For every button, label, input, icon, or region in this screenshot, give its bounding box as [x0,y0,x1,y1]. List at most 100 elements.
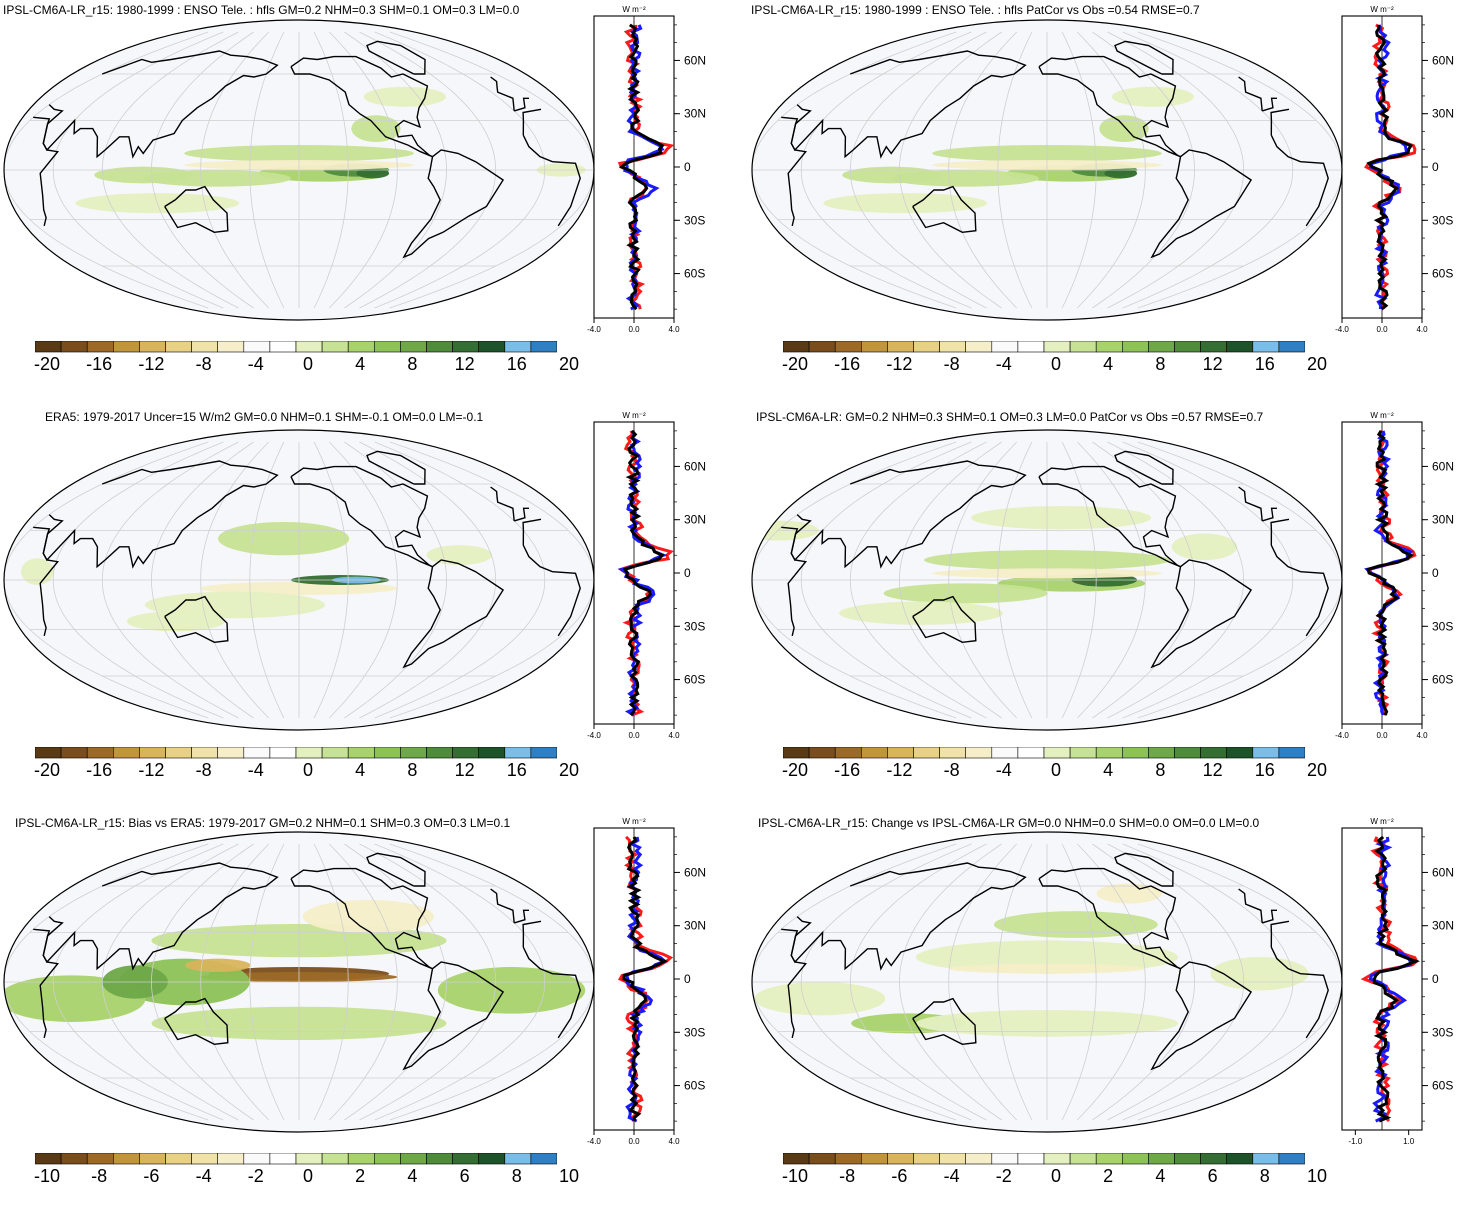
ytick-label: 30N [1432,107,1454,121]
meridian-line [1107,31,1245,309]
colorbar-box [504,746,532,759]
colorbar-box [217,340,245,353]
colorbar-box [887,340,914,353]
colorbar-box [1174,1152,1201,1165]
colorbar-label: -4 [247,354,264,374]
colorbar-label: -20 [781,760,809,780]
colorbar-box [887,1152,914,1165]
xtick-label: 0.0 [628,731,640,740]
coastline-africa [1270,108,1290,136]
xtick-label: -4.0 [587,731,601,740]
panel-2: IPSL-CM6A-LR_r15: 1980-1999 : ENSO Tele.… [748,0,1483,400]
colorbar-box [1148,340,1175,353]
colorbar-box [86,746,114,759]
coastline-eurasia [42,50,279,159]
colorbar-box [1069,1152,1097,1165]
colorbar-box [1278,746,1306,759]
ytick-label: 60S [1432,267,1453,281]
zonal-line-blue [1364,430,1414,716]
coastline-africa [33,116,60,227]
colorbar-label: 20 [1306,760,1328,780]
shading-blob [883,583,1048,604]
colorbar-box [191,340,219,353]
colorbar-label: -20 [781,354,809,374]
meridian-line [1077,31,1146,309]
panel-title: IPSL-CM6A-LR_r15: 1980-1999 : ENSO Tele.… [3,3,520,17]
meridian-line [899,441,1002,719]
colorbar [34,746,558,759]
coastline-namerica [1038,867,1181,970]
zonal-unit-label: W m⁻² [1370,5,1394,14]
meridian-line [1092,441,1195,719]
colorbar-box [60,746,88,759]
colorbar-box [165,746,192,759]
colorbar-box [400,1152,427,1165]
coastline-eurasia [1261,507,1277,522]
shading-blob [437,966,586,1014]
coastline-africa [1270,946,1329,1039]
meridian-line [313,31,349,309]
colorbar-box [1200,340,1228,353]
coastline-eurasia [1238,486,1263,521]
robinson-map [751,429,1343,731]
colorbar-label: 16 [506,760,527,780]
panel-title: ERA5: 1979-2017 Uncer=15 W/m2 GM=0.0 NHM… [45,410,484,424]
ytick-label: 60S [1432,1079,1453,1093]
ytick-label: 30S [684,619,705,633]
meridian-line [374,843,546,1121]
ytick-label: 30N [1432,513,1454,527]
colorbar-box [504,1152,532,1165]
colorbar-box [1121,746,1149,759]
colorbar-label: 2 [1103,1166,1114,1186]
meridian-line [800,843,972,1121]
colorbar-label: 4 [1103,760,1114,780]
colorbar-box [1148,746,1175,759]
zonal-line-black [622,836,668,1122]
meridian-line [849,31,987,309]
colorbar-label: 12 [1202,354,1223,374]
colorbar-label: 8 [1259,1166,1270,1186]
coastline-eurasia [1261,97,1277,112]
colorbar-box [1017,1152,1045,1165]
ytick-label: 60N [1432,865,1454,879]
zonal-line-red [1367,429,1417,716]
coastline-eurasia [490,76,515,111]
robinson-map [751,19,1343,321]
colorbar-box [834,1152,862,1165]
colorbar-box [86,340,114,353]
zonal-unit-label: W m⁻² [622,5,646,14]
meridian-line [374,441,546,719]
colorbar-label: -20 [33,354,61,374]
colorbar-box [86,1152,114,1165]
xtick-label: 4.0 [668,1137,680,1146]
coastline-namerica [1038,465,1181,568]
meridian-line [1061,441,1097,719]
xtick-label: -1.0 [1348,1137,1362,1146]
coastline-eurasia [513,507,529,522]
colorbar-label: -8 [195,760,212,780]
shading-blob [185,958,251,973]
ytick-label: 30N [684,513,706,527]
shading-blob [993,911,1158,938]
shading-blob [426,545,493,566]
colorbar-box [321,340,349,353]
coastline-australia [912,185,977,234]
meridian-line [200,31,269,309]
colorbar-box [939,746,967,759]
ytick-label: 60N [1432,459,1454,473]
colorbar-label: 0 [1050,1166,1062,1186]
meridian-line [52,31,224,309]
ytick-label: 0 [1432,972,1439,986]
colorbar-box [452,746,480,759]
colorbar-container [34,1152,558,1170]
ytick-label: 60N [684,53,706,67]
colorbar-box [139,340,166,353]
robinson-map [3,19,595,321]
colorbar-container [782,746,1306,764]
meridian-line [948,843,1017,1121]
colorbar-box [373,1152,401,1165]
meridian-line [359,441,497,719]
xtick-label: 0.0 [1376,731,1388,740]
colorbar-box [191,1152,219,1165]
colorbar [782,1152,1306,1165]
